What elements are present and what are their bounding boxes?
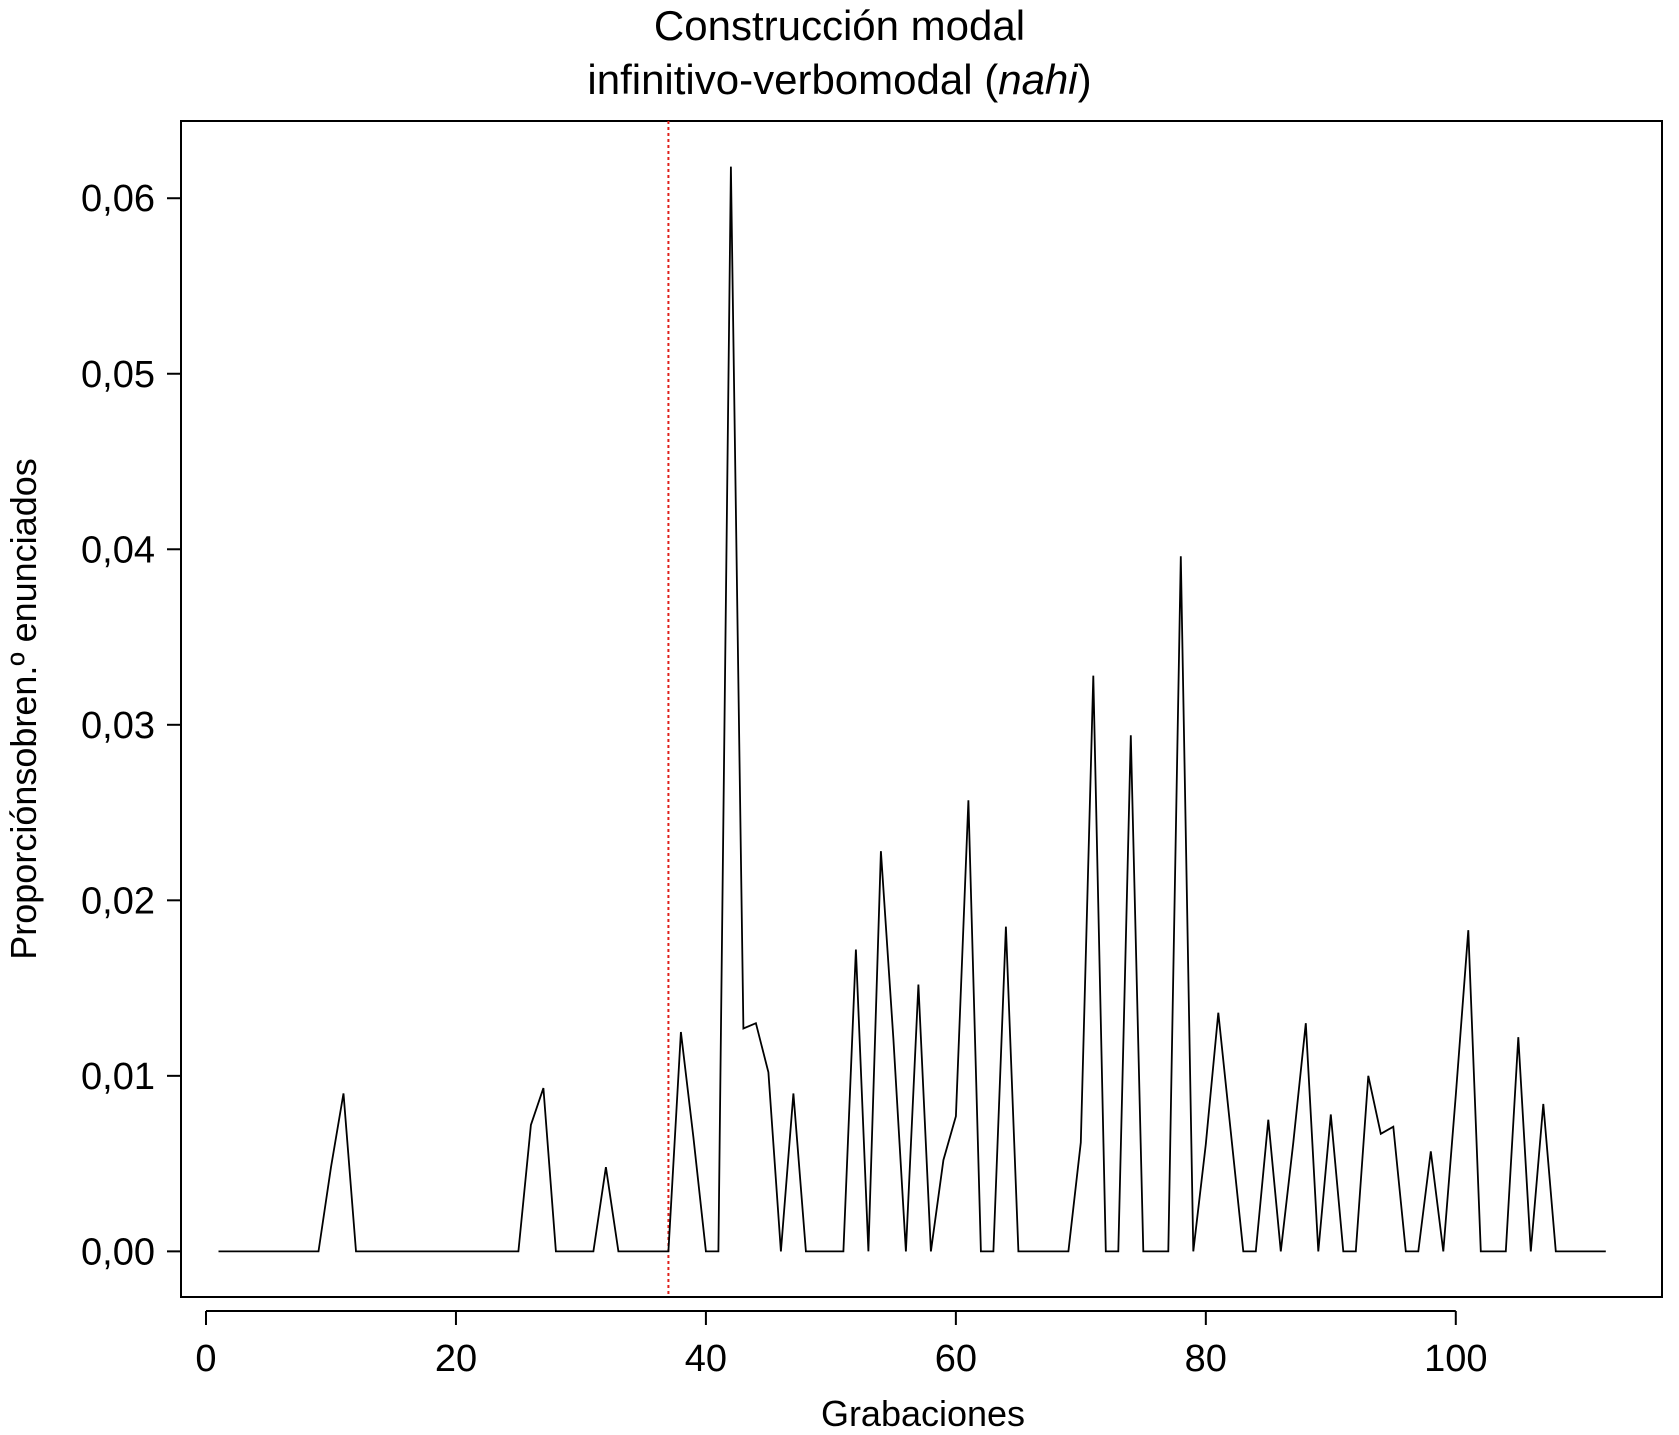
x-tick-label: 0 xyxy=(195,1338,216,1380)
x-tick-label: 60 xyxy=(935,1338,977,1380)
y-axis-title: Proporciónsobren.º enunciados xyxy=(3,458,44,959)
y-tick-label: 0,04 xyxy=(81,529,155,571)
x-tick-label: 20 xyxy=(435,1338,477,1380)
chart-title-italic: nahi xyxy=(998,56,1078,103)
series-layer xyxy=(218,166,1606,1253)
y-tick-label: 0,05 xyxy=(81,354,155,396)
y-tick-label: 0,01 xyxy=(81,1056,155,1098)
series-line xyxy=(218,166,1606,1253)
plot-frame xyxy=(180,120,1663,1298)
chart-title-line-2: infinitivo-verbomodal (nahi) xyxy=(0,56,1679,104)
x-axis-title: Grabaciones xyxy=(821,1393,1025,1434)
chart-title-line-2-pre: infinitivo-verbomodal ( xyxy=(587,56,999,103)
x-axis: 0 20 40 60 80 100 xyxy=(195,1310,1487,1380)
chart-title-line-1: Construcción modal xyxy=(653,2,1026,49)
y-tick-label: 0,02 xyxy=(81,880,155,922)
y-tick-label: 0,00 xyxy=(81,1231,155,1273)
y-axis: 0,00 0,01 0,02 0,03 0,04 0,05 0,06 xyxy=(81,178,181,1273)
y-tick-label: 0,03 xyxy=(81,705,155,747)
x-tick-label: 100 xyxy=(1424,1338,1487,1380)
x-tick-label: 40 xyxy=(685,1338,727,1380)
x-tick-label: 80 xyxy=(1185,1338,1227,1380)
chart-title-line-2-post: ) xyxy=(1077,56,1092,103)
y-tick-label: 0,06 xyxy=(81,178,155,220)
